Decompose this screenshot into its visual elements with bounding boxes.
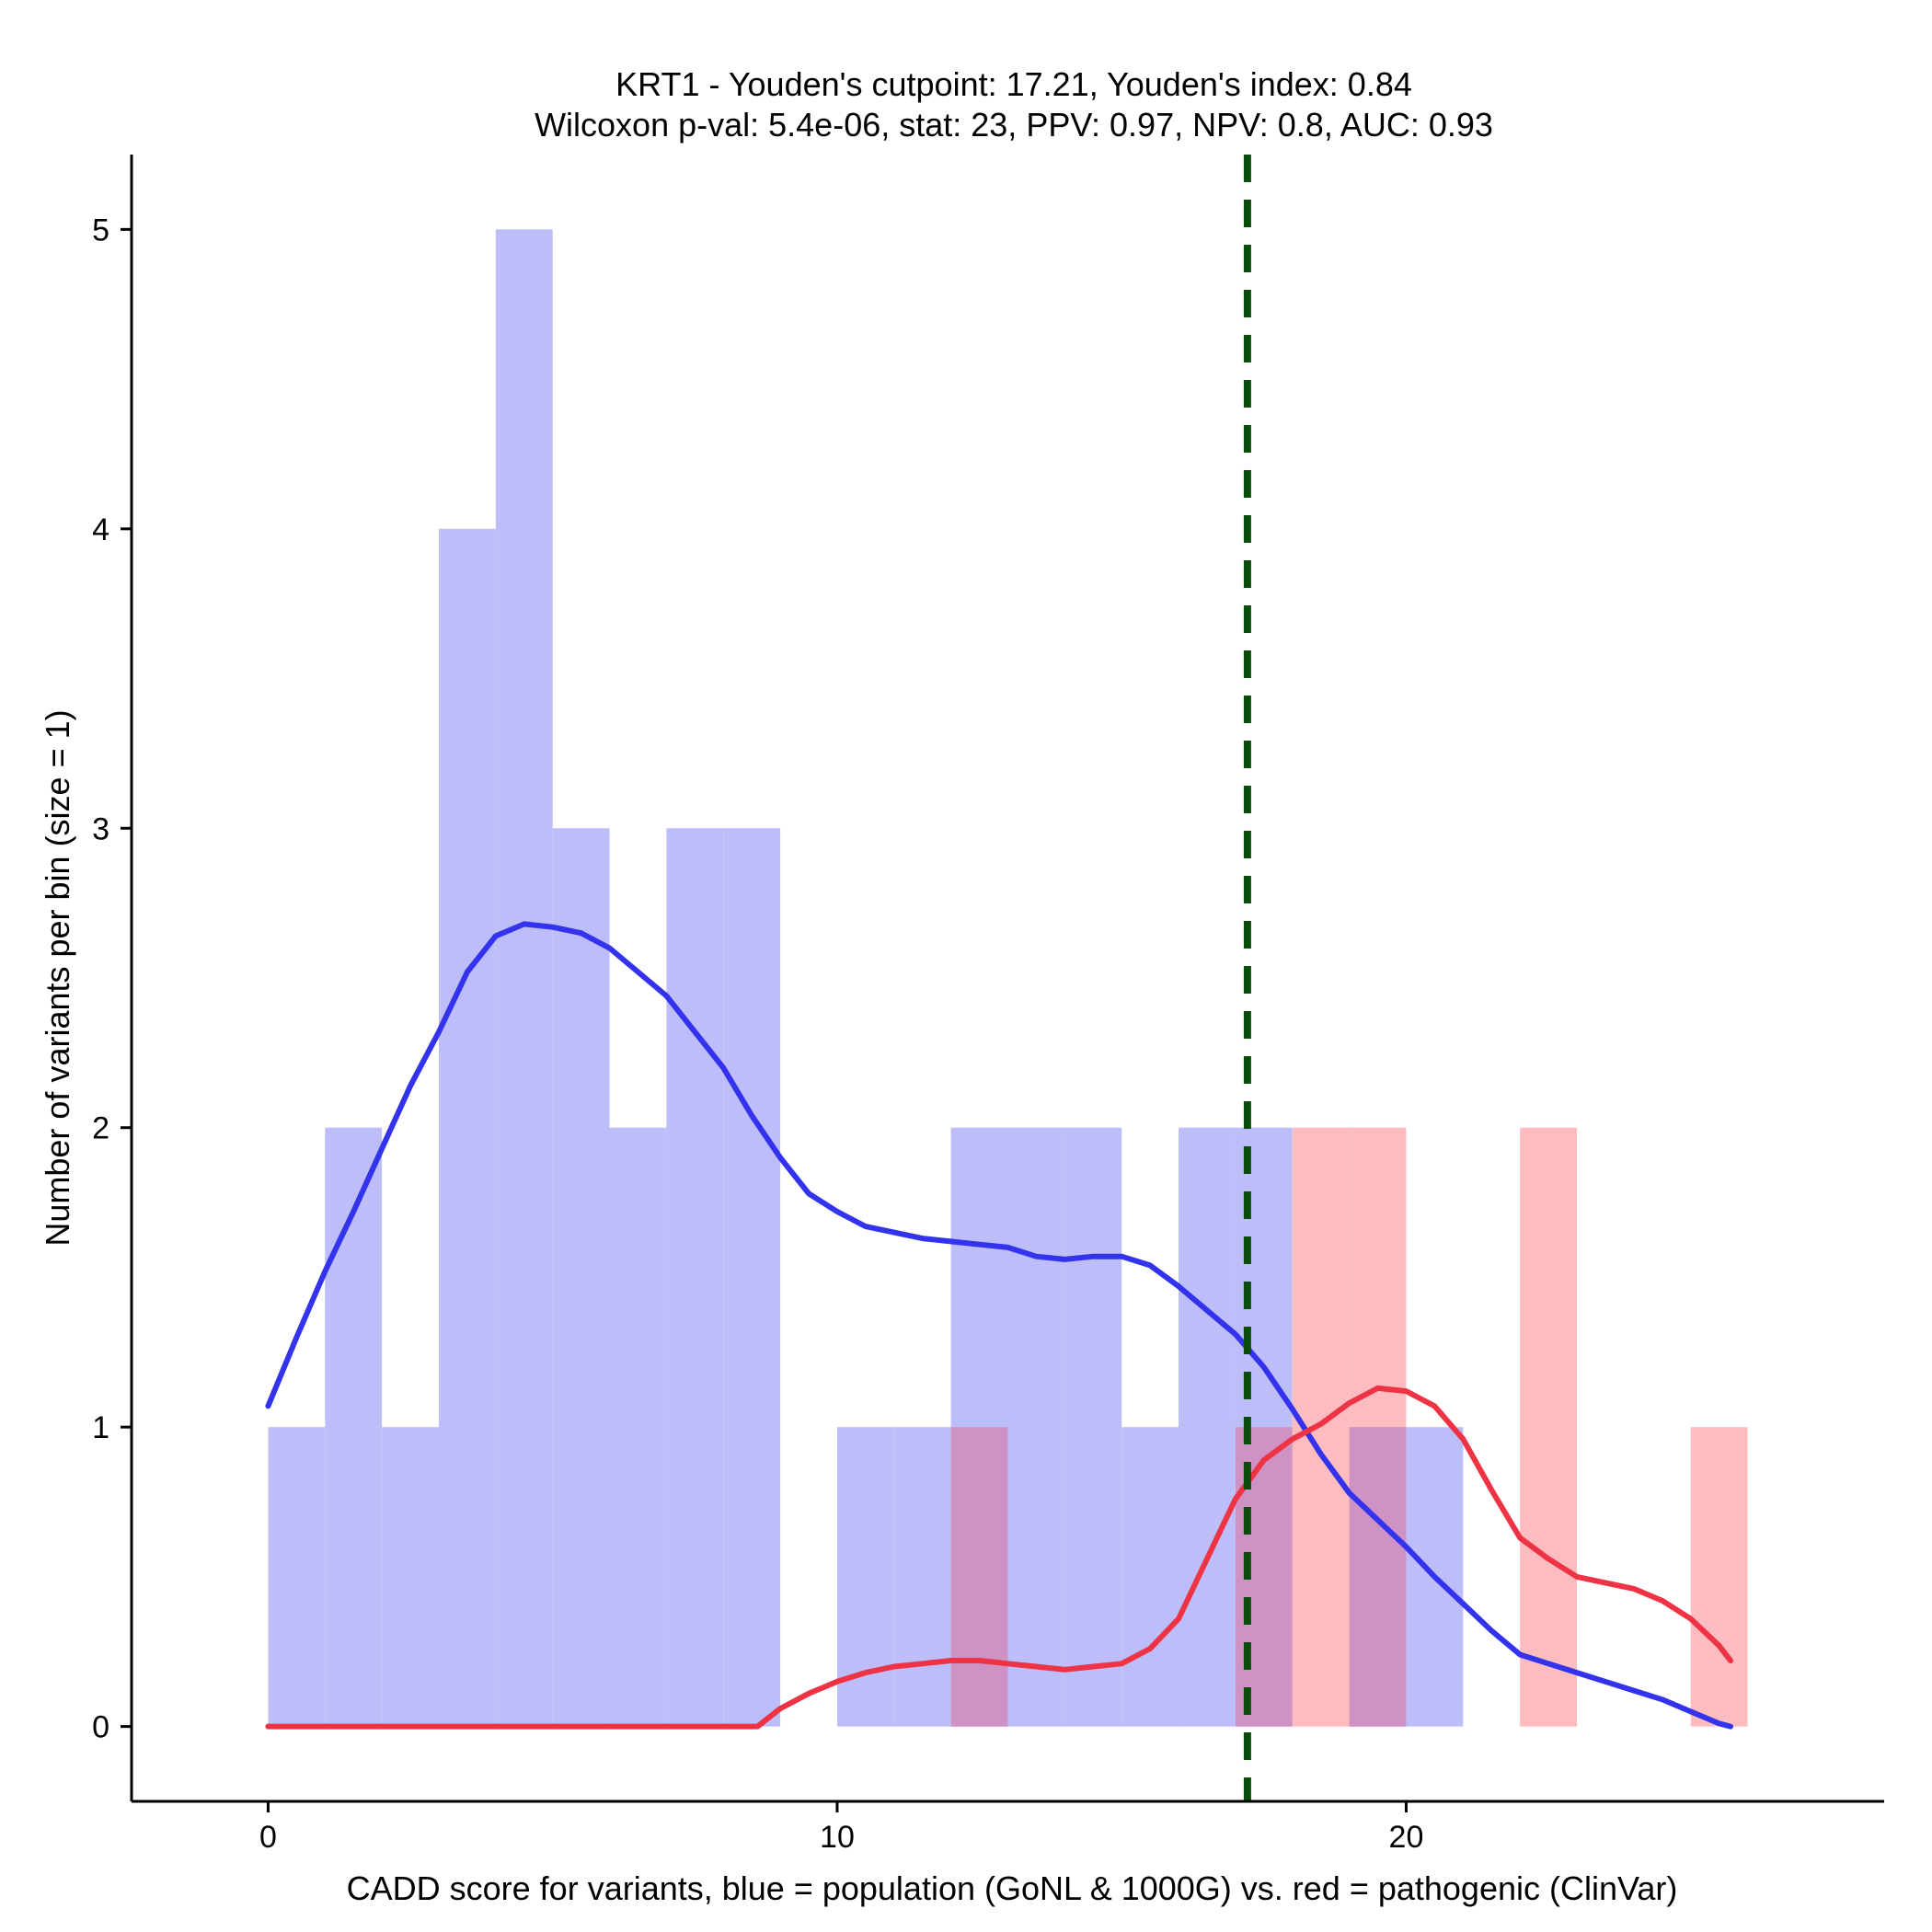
population-bar <box>268 1427 326 1727</box>
y-axis-title: Number of variants per bin (size = 1) <box>39 709 76 1246</box>
population-bar <box>723 828 781 1727</box>
pathogenic-bar <box>1690 1427 1748 1727</box>
x-axis-title: CADD score for variants, blue = populati… <box>347 1869 1678 1907</box>
y-tick-label: 3 <box>92 811 109 846</box>
y-tick-label: 4 <box>92 512 109 547</box>
overlap-bar <box>950 1427 1008 1727</box>
y-tick-label: 5 <box>92 213 109 247</box>
y-axis-ticks: 0 1 2 3 4 5 <box>92 213 132 1745</box>
overlap-bar <box>1349 1427 1407 1727</box>
population-bar <box>1007 1127 1065 1727</box>
population-bar <box>1121 1427 1179 1727</box>
population-bar <box>1064 1127 1122 1727</box>
population-bar <box>495 229 553 1727</box>
chart-title-line2: Wilcoxon p-val: 5.4e-06, stat: 23, PPV: … <box>535 106 1493 144</box>
y-tick-label: 1 <box>92 1410 109 1445</box>
population-density-line <box>265 921 1733 1730</box>
population-bar <box>666 828 724 1727</box>
population-bar <box>552 828 610 1727</box>
population-bar <box>1179 1127 1236 1727</box>
population-bar <box>438 528 496 1727</box>
population-bars <box>268 229 1464 1727</box>
population-bar <box>893 1427 951 1727</box>
x-tick-label: 10 <box>820 1820 855 1855</box>
population-bar <box>382 1427 439 1727</box>
y-tick-label: 2 <box>92 1111 109 1146</box>
pathogenic-density-line <box>265 1385 1733 1730</box>
population-bar <box>325 1127 383 1727</box>
x-axis-ticks: 0 10 20 <box>259 1801 1423 1855</box>
pathogenic-bar <box>1520 1127 1578 1727</box>
x-tick-label: 0 <box>259 1820 277 1855</box>
population-bar <box>609 1127 667 1727</box>
y-tick-label: 0 <box>92 1710 109 1745</box>
x-tick-label: 20 <box>1389 1820 1424 1855</box>
overlap-bars <box>950 1427 1407 1727</box>
chart-title-line1: KRT1 - Youden's cutpoint: 17.21, Youden'… <box>615 65 1412 103</box>
